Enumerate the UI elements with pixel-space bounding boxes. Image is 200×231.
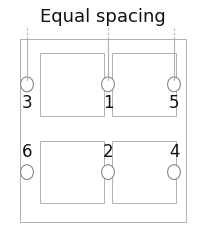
Bar [40, 141, 104, 203]
Text: 3: 3 [22, 94, 32, 112]
Circle shape [168, 165, 180, 179]
Text: Equal spacing: Equal spacing [40, 8, 166, 26]
Text: 5: 5 [169, 94, 179, 112]
Circle shape [21, 77, 33, 92]
Text: 2: 2 [103, 143, 113, 161]
Bar [112, 53, 176, 116]
Circle shape [168, 77, 180, 92]
Text: 6: 6 [22, 143, 32, 161]
Text: 1: 1 [103, 94, 113, 112]
Text: 4: 4 [169, 143, 179, 161]
Circle shape [102, 77, 114, 92]
Bar [40, 53, 104, 116]
Bar [112, 141, 176, 203]
Circle shape [102, 165, 114, 179]
Bar [20, 39, 186, 222]
Circle shape [21, 165, 33, 179]
